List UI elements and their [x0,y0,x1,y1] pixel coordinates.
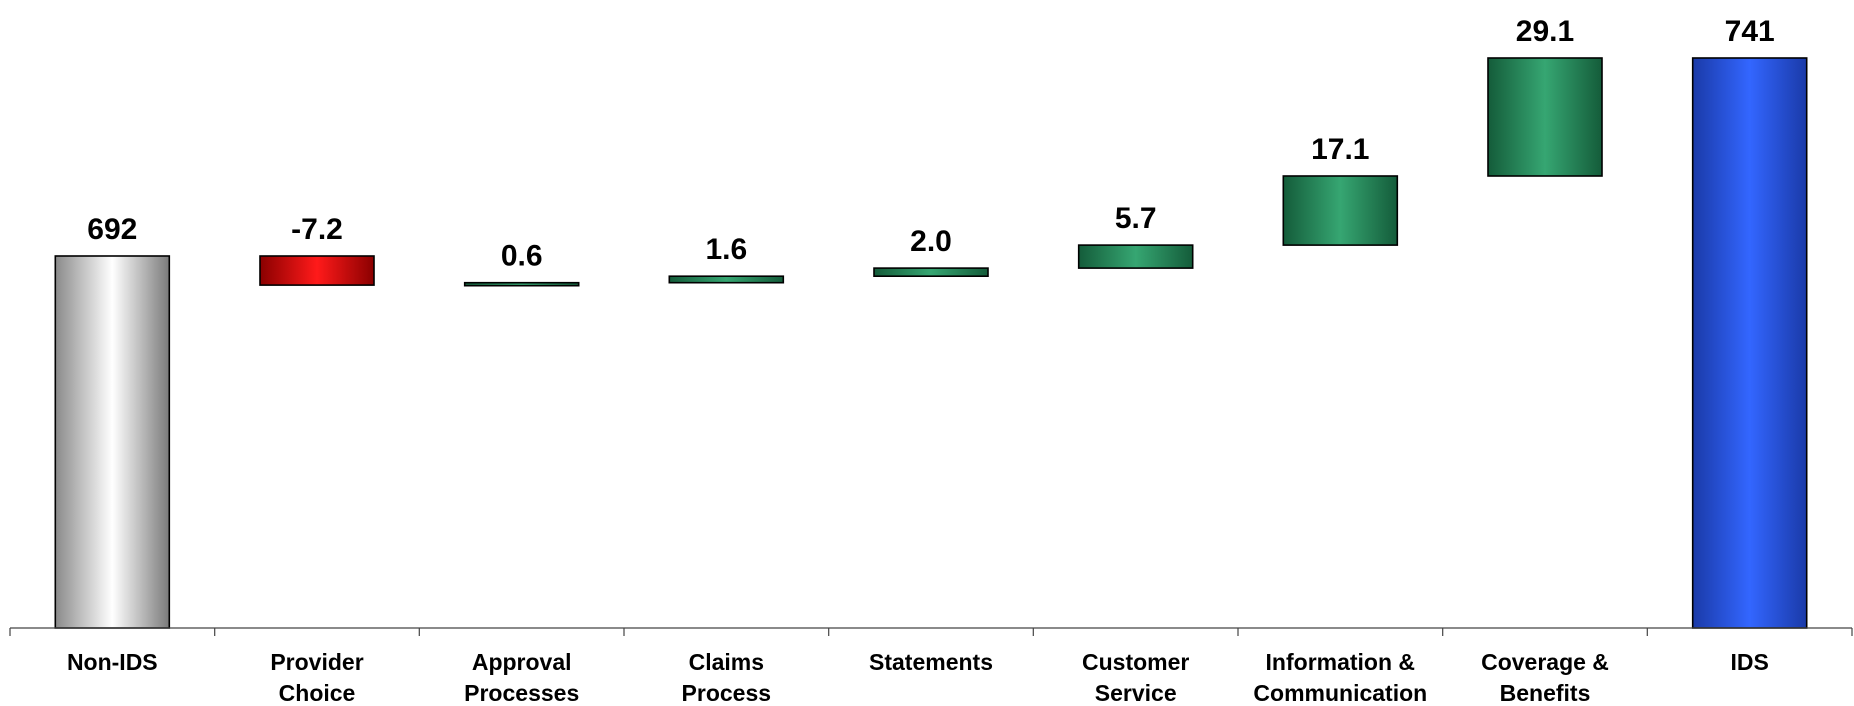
data-label: 0.6 [501,240,543,273]
data-label: 2.0 [910,225,952,258]
tick-label: Claims Process [682,649,772,706]
bar [873,267,989,278]
bar [1077,244,1194,269]
tick-label: Customer Service [1082,649,1189,706]
tick-label: Approval Processes [464,649,579,706]
data-label: 29.1 [1516,15,1574,48]
value-labels: 692 -7.2 0.6 1.6 2.0 5.7 17.1 29.1 741 [87,15,1774,273]
bar [1282,175,1399,246]
tick-label: Provider Choice [270,649,363,706]
bar [668,275,785,284]
tick-label: Coverage & Benefits [1481,649,1609,706]
tick-label: Information & Communication [1253,649,1427,706]
bar [54,255,171,629]
data-label: -7.2 [291,213,343,246]
data-label: 1.6 [705,233,747,266]
category-labels: Non-IDS Provider Choice Approval Processes Cl… [67,649,1769,706]
bar [463,281,580,287]
bars-layer [54,57,1808,629]
bar [1691,57,1808,629]
x-axis [9,627,1853,636]
tick-label: Non-IDS [67,649,158,675]
data-label: 5.7 [1115,202,1157,235]
data-label: 692 [87,213,137,246]
data-label: 17.1 [1311,133,1369,166]
tick-label: IDS [1731,649,1769,675]
bar [1487,57,1603,177]
tick-label: Statements [869,649,993,675]
data-label: 741 [1725,15,1775,48]
bar [259,255,375,286]
